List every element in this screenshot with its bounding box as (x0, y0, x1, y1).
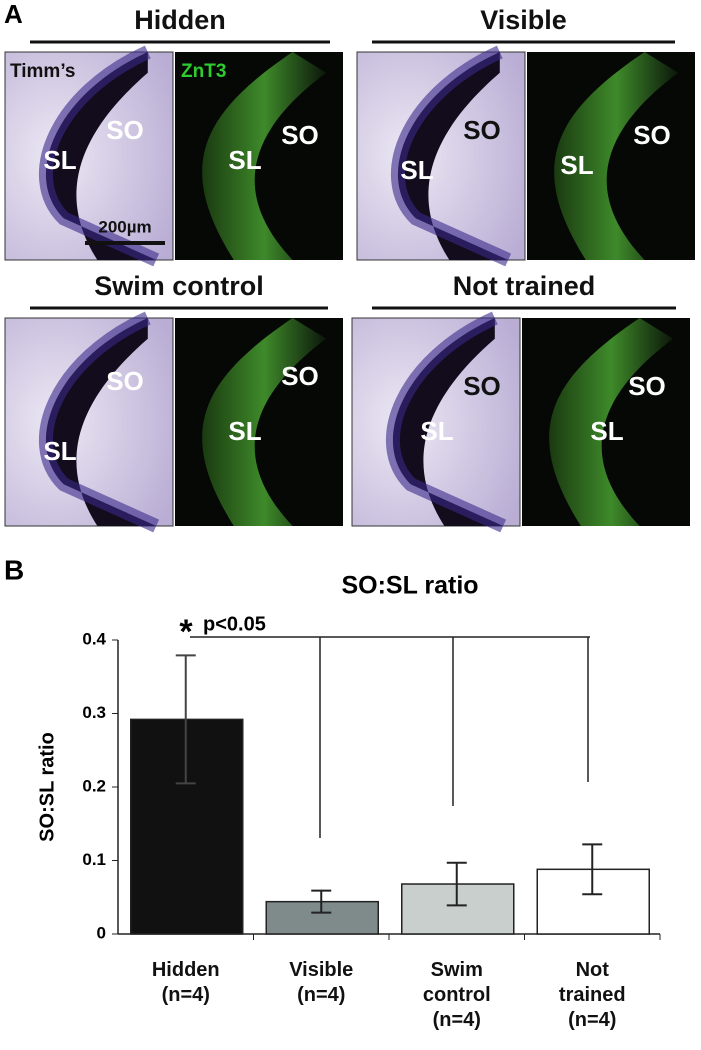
region-label: SL (43, 145, 76, 175)
timm-band (392, 318, 504, 526)
panel-label: B (4, 554, 24, 585)
znt3-band (554, 52, 679, 260)
scale-bar-label: 200µm (98, 217, 151, 236)
y-axis-label: SO:SL ratio (36, 732, 58, 842)
y-tick-label: 0.1 (82, 850, 106, 869)
timm-band-edge (386, 311, 507, 533)
y-tick-label: 0.2 (82, 776, 106, 795)
region-label: SO (463, 371, 501, 401)
stain-label: Timm’s (10, 61, 75, 82)
region-label: SO (106, 366, 144, 396)
panel-title: Swim control (94, 271, 264, 301)
region-label: SO (633, 120, 671, 150)
x-tick-label: Visible (n=4) (289, 959, 354, 1006)
panel-title: Not trained (453, 271, 596, 301)
panel-title: Visible (480, 5, 567, 35)
znt3-band (549, 318, 674, 526)
region-label: SO (106, 115, 144, 145)
panel-label: A (4, 0, 23, 29)
region-label: SO (281, 120, 319, 150)
region-label: SO (463, 115, 501, 145)
timm-band-edge (39, 311, 160, 533)
region-label: SL (228, 416, 261, 446)
region-label: SL (420, 416, 453, 446)
stain-label: ZnT3 (181, 61, 226, 82)
timm-band-edge (391, 45, 512, 267)
region-label: SL (560, 150, 593, 180)
timm-band-edge (39, 45, 160, 267)
region-label: SL (590, 416, 623, 446)
timm-band (45, 52, 157, 260)
znt3-band (202, 318, 327, 526)
region-label: SL (43, 436, 76, 466)
region-label: SO (628, 371, 666, 401)
region-label: SL (228, 145, 261, 175)
y-tick-label: 0.4 (82, 629, 106, 648)
chart-title: SO:SL ratio (341, 572, 478, 600)
region-label: SL (400, 155, 433, 185)
timm-band (397, 52, 509, 260)
x-tick-label: Swim control (n=4) (422, 959, 491, 1031)
x-tick-label: Hidden (n=4) (151, 959, 220, 1006)
y-tick-label: 0.3 (82, 703, 106, 722)
panel-title: Hidden (134, 5, 226, 35)
region-label: SO (281, 361, 319, 391)
annotation: p<0.05 (203, 613, 266, 635)
timm-band (45, 318, 157, 526)
y-tick-label: 0 (97, 923, 106, 942)
znt3-band (202, 52, 327, 260)
x-tick-label: Not trained (n=4) (558, 959, 626, 1031)
annotation-star: * (179, 613, 193, 651)
